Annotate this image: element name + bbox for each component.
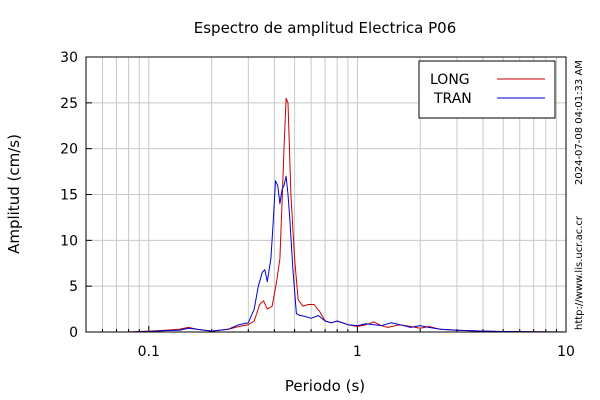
- grid: [86, 57, 566, 332]
- y-tick-label: 10: [60, 233, 78, 249]
- y-tick-label: 15: [60, 188, 78, 204]
- legend-label-tran: TRAN: [433, 91, 472, 107]
- x-tick-label: 10: [557, 344, 575, 360]
- y-tick-label: 25: [60, 96, 78, 112]
- x-axis-label: Periodo (s): [285, 377, 365, 395]
- series-line-tran: [86, 175, 567, 333]
- x-tick-label: 1: [353, 344, 362, 360]
- plot-frame: [85, 56, 567, 333]
- y-tick-label: 0: [69, 325, 78, 341]
- x-tick-label: 0.1: [138, 344, 160, 360]
- timestamp-label: 2024-07-08 04:01:33 AM: [574, 60, 585, 185]
- y-tick-label: 5: [69, 279, 78, 295]
- y-tick-label: 20: [60, 142, 78, 158]
- legend-box: [418, 60, 556, 119]
- legend: LONG TRAN: [418, 60, 556, 119]
- series-line-long: [86, 97, 567, 333]
- legend-label-long: LONG: [430, 72, 470, 88]
- series-lines: [86, 97, 567, 333]
- source-url-label: http://www.lis.ucr.ac.cr: [574, 215, 585, 330]
- axis-ticks: 0 5 10 15 20 25 30 0.1 1 10: [60, 50, 575, 360]
- y-axis-label: Amplitud (cm/s): [5, 134, 23, 254]
- chart-title: Espectro de amplitud Electrica P06: [194, 19, 457, 37]
- y-tick-label: 30: [60, 50, 78, 66]
